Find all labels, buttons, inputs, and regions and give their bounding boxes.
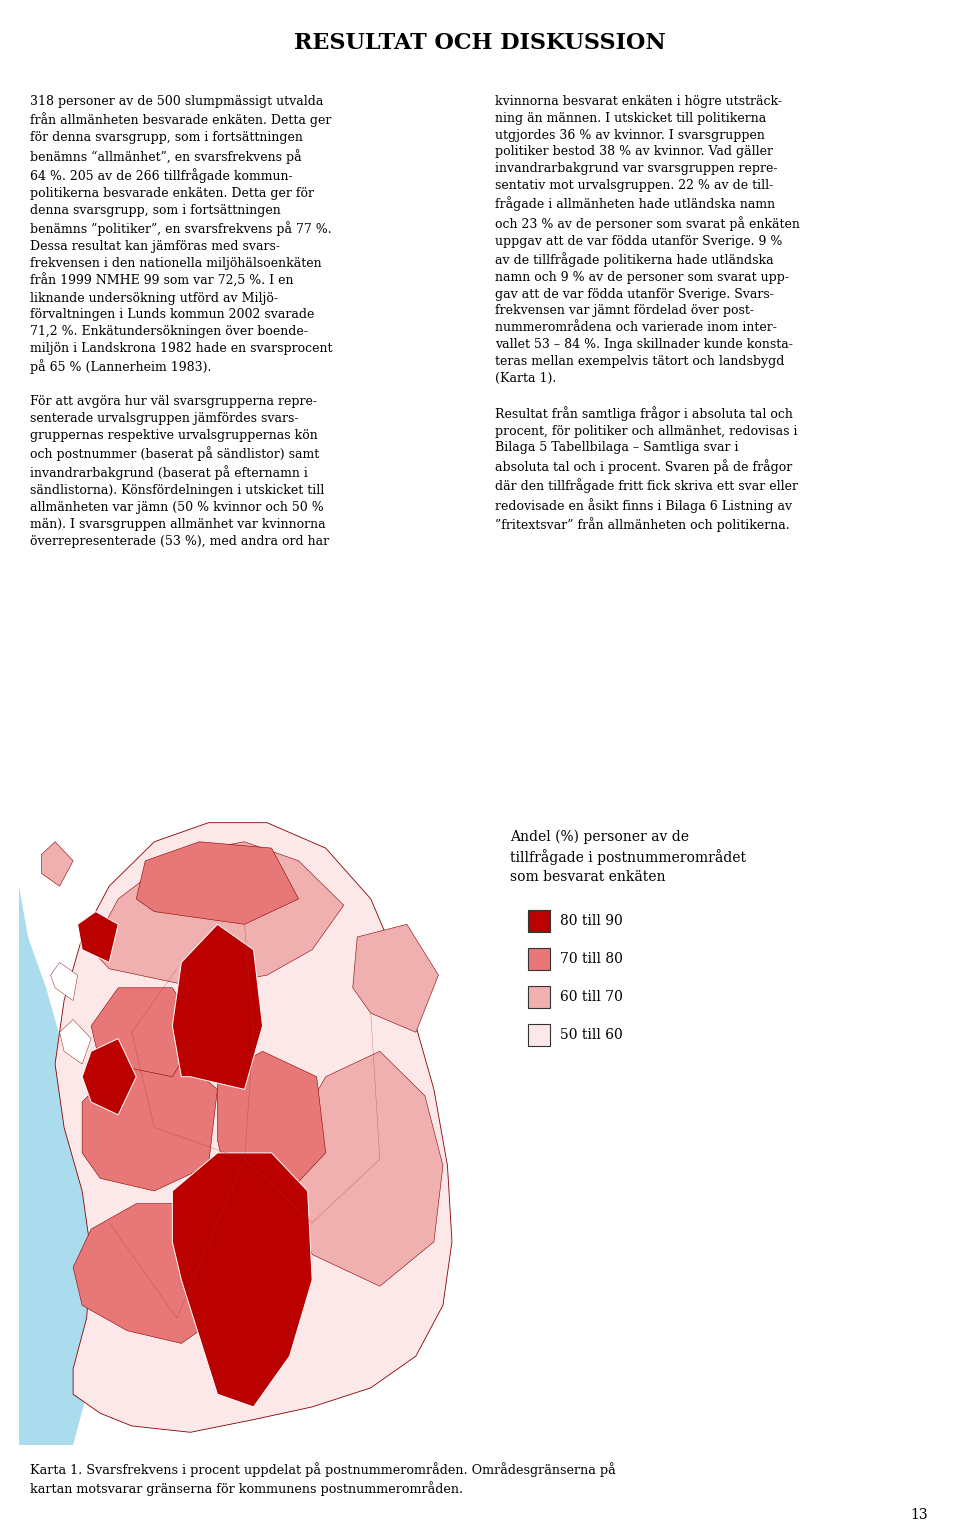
Polygon shape: [91, 988, 200, 1077]
Polygon shape: [83, 1051, 217, 1190]
Text: Karta 1. Svarsfrekvens i procent uppdelat på postnummerområden. Områdesgränserna: Karta 1. Svarsfrekvens i procent uppdela…: [30, 1462, 615, 1496]
Bar: [528, 986, 550, 1008]
Text: 13: 13: [910, 1508, 928, 1522]
Bar: [528, 948, 550, 971]
Text: kvinnorna besvarat enkäten i högre utsträck-
ning än männen. I utskicket till po: kvinnorna besvarat enkäten i högre utstr…: [495, 95, 800, 531]
Text: 80 till 90: 80 till 90: [560, 914, 623, 928]
Polygon shape: [55, 823, 452, 1432]
Bar: [528, 909, 550, 932]
Polygon shape: [136, 842, 299, 925]
Polygon shape: [78, 911, 118, 963]
Text: 60 till 70: 60 till 70: [560, 991, 623, 1005]
Text: 318 personer av de 500 slumpmässigt utvalda
från allmänheten besvarade enkäten. : 318 personer av de 500 slumpmässigt utva…: [30, 95, 332, 548]
Bar: [528, 1025, 550, 1046]
Polygon shape: [173, 925, 262, 1089]
Polygon shape: [352, 925, 439, 1032]
Polygon shape: [19, 886, 109, 1445]
Polygon shape: [51, 963, 78, 1000]
Polygon shape: [173, 1154, 312, 1407]
Polygon shape: [60, 1020, 91, 1064]
Text: RESULTAT OCH DISKUSSION: RESULTAT OCH DISKUSSION: [294, 32, 666, 54]
Polygon shape: [41, 842, 73, 886]
Polygon shape: [290, 1051, 443, 1286]
Polygon shape: [217, 1051, 325, 1190]
Text: 50 till 60: 50 till 60: [560, 1028, 623, 1041]
Polygon shape: [83, 1038, 136, 1115]
Text: Andel (%) personer av de
tillfrågade i postnummerområdet
som besvarat enkäten: Andel (%) personer av de tillfrågade i p…: [510, 829, 746, 883]
Polygon shape: [73, 1204, 227, 1344]
Text: 70 till 80: 70 till 80: [560, 952, 623, 966]
Polygon shape: [91, 842, 344, 988]
